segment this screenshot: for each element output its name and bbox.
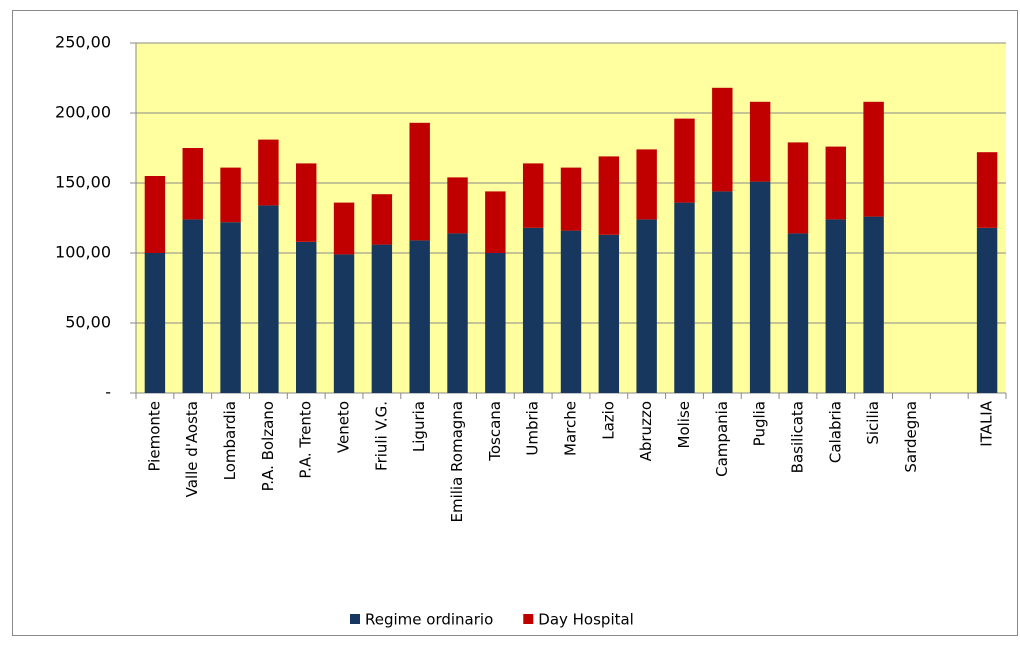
bar-segment: [522, 163, 544, 228]
bar-segment: [863, 216, 884, 393]
bar-segment: [749, 101, 771, 182]
x-tick-label: P.A. Trento: [297, 401, 315, 479]
x-tick-label: Abruzzo: [637, 401, 655, 461]
bar-segment: [485, 191, 506, 253]
bar-segment: [182, 148, 203, 220]
x-tick-label: Marche: [562, 401, 580, 456]
bar-segment: [712, 191, 733, 393]
x-tick-label: Friuli V.G.: [372, 401, 390, 471]
bar-segment: [636, 219, 657, 393]
bar-segment: [749, 181, 771, 393]
bar-segment: [182, 219, 203, 393]
y-tick-label: 100,00: [55, 243, 111, 262]
bar-segment: [447, 177, 468, 234]
bar-segment: [674, 202, 695, 393]
x-tick-label: Veneto: [335, 401, 353, 453]
legend-swatch: [523, 614, 534, 624]
bar-segment: [371, 244, 393, 393]
x-tick-label: P.A. Bolzano: [259, 401, 277, 491]
bar-segment: [598, 234, 620, 393]
bar-segment: [825, 219, 846, 393]
x-tick-label: Lazio: [599, 401, 617, 440]
bar-segment: [333, 202, 355, 255]
bar-segment: [787, 142, 809, 234]
x-tick-label: Umbria: [524, 401, 542, 456]
bar-segment: [220, 222, 241, 393]
x-tick-label: Sardegna: [902, 401, 920, 473]
bar-segment: [712, 87, 733, 192]
bar-segment: [333, 254, 355, 393]
bar-segment: [560, 167, 582, 231]
bar-segment: [787, 233, 809, 393]
bar-segment: [825, 146, 846, 220]
legend-label: Day Hospital: [538, 611, 634, 629]
x-tick-label: Sicilia: [864, 401, 882, 445]
x-tick-label: Puglia: [751, 401, 769, 446]
y-tick-label: -: [105, 383, 111, 402]
bar-segment: [296, 241, 317, 393]
bar-segment: [258, 139, 279, 206]
y-tick-label: 50,00: [65, 313, 111, 332]
x-tick-label: Valle d'Aosta: [183, 401, 201, 497]
x-tick-label: Piemonte: [145, 401, 163, 472]
bar-segment: [371, 194, 393, 245]
x-tick-label: Emilia Romagna: [448, 401, 466, 523]
x-tick-label: Toscana: [486, 401, 504, 462]
x-tick-label: Liguria: [410, 401, 428, 452]
bar-segment: [598, 156, 620, 235]
y-tick-label: 250,00: [55, 33, 111, 52]
bar-segment: [296, 163, 317, 242]
bar-segment: [258, 205, 279, 393]
bar-segment: [485, 253, 506, 393]
bar-segment: [409, 240, 430, 393]
y-tick-label: 150,00: [55, 173, 111, 192]
bar-segment: [144, 176, 166, 253]
bar-segment: [636, 149, 657, 220]
y-tick-label: 200,00: [55, 103, 111, 122]
bar-segment: [447, 233, 468, 393]
bar-segment: [976, 227, 998, 393]
legend-swatch: [350, 614, 360, 624]
x-tick-label: ITALIA: [978, 400, 996, 446]
x-tick-label: Basilicata: [788, 401, 806, 473]
x-tick-label: Molise: [675, 401, 693, 449]
bar-segment: [674, 118, 695, 203]
bar-segment: [522, 227, 544, 393]
bar-segment: [863, 101, 884, 217]
x-tick-label: Campania: [713, 401, 731, 477]
bar-segment: [409, 122, 430, 241]
x-tick-label: Calabria: [826, 401, 844, 463]
legend-label: Regime ordinario: [365, 611, 493, 629]
bar-segment: [560, 230, 582, 393]
bar-segment: [976, 152, 998, 228]
bar-segment: [220, 167, 241, 223]
x-tick-label: Lombardia: [221, 401, 239, 480]
bar-segment: [144, 253, 166, 393]
